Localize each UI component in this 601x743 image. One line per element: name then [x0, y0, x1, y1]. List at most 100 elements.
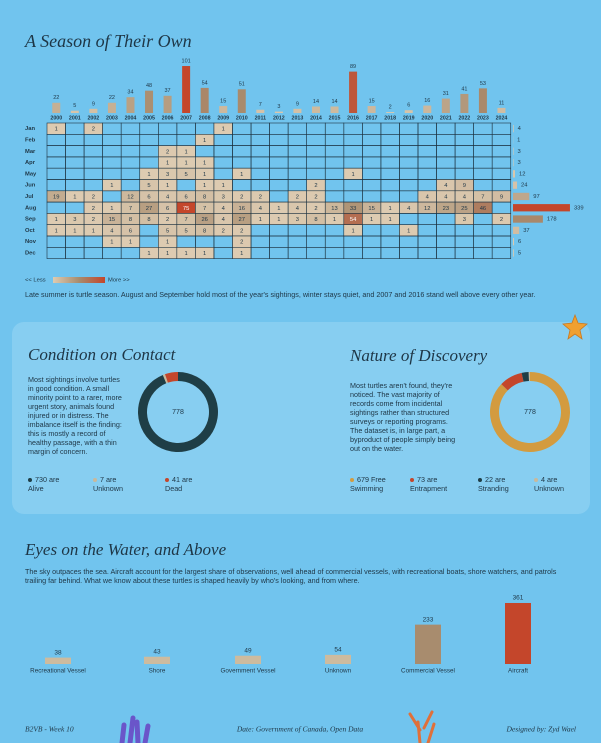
- cell-label: 1: [147, 251, 150, 257]
- month-total-bar: [513, 204, 570, 212]
- cell-label: 2: [166, 149, 169, 155]
- legend-dot: [478, 478, 482, 483]
- empty-cell: [287, 134, 307, 146]
- empty-cell: [102, 134, 122, 146]
- year-bar: [460, 93, 469, 113]
- year-total-label: 15: [220, 98, 226, 104]
- empty-cell: [287, 247, 307, 259]
- cell-label: 25: [461, 206, 467, 212]
- empty-cell: [232, 145, 252, 158]
- empty-cell: [436, 247, 456, 259]
- empty-cell: [120, 134, 141, 146]
- year-total-label: 51: [239, 82, 245, 88]
- bar: [505, 602, 531, 664]
- cell-label: 1: [166, 240, 169, 246]
- empty-cell: [417, 145, 437, 158]
- empty-cell: [176, 122, 196, 135]
- cell-label: 1: [73, 194, 76, 200]
- month-total-label: 5: [518, 250, 521, 256]
- cell-label: 8: [129, 217, 132, 223]
- cell-label: 16: [239, 206, 245, 212]
- empty-cell: [362, 167, 382, 180]
- year-bar: [126, 97, 135, 113]
- legend-item: 4 are Unknown: [534, 475, 580, 493]
- empty-cell: [491, 167, 512, 180]
- empty-cell: [343, 235, 363, 248]
- month-total-label: 3: [518, 149, 521, 155]
- value-label: 54: [334, 647, 342, 654]
- value-label: 43: [153, 648, 161, 655]
- year-label: 2017: [366, 115, 378, 121]
- footer-left: B2VB - Week 10: [25, 725, 74, 734]
- cell-label: 5: [147, 183, 150, 189]
- cell-label: 54: [350, 217, 357, 223]
- month-label: Apr: [25, 160, 36, 166]
- empty-cell: [380, 224, 400, 237]
- year-label: 2018: [384, 115, 396, 121]
- empty-cell: [232, 179, 252, 192]
- empty-cell: [269, 167, 289, 180]
- cell-label: 2: [240, 228, 243, 234]
- year-total-label: 7: [259, 102, 262, 108]
- year-bar: [145, 90, 154, 113]
- empty-cell: [306, 224, 326, 237]
- chart-title: Condition on Contact: [28, 345, 177, 364]
- title: A Season of Their Own: [24, 31, 192, 51]
- cell-label: 6: [185, 194, 188, 200]
- cell-label: 1: [389, 217, 392, 223]
- cell-label: 1: [203, 138, 206, 144]
- cell-label: 1: [222, 127, 225, 133]
- empty-cell: [454, 235, 474, 248]
- cell-label: 8: [147, 217, 150, 223]
- cell-label: 1: [389, 206, 392, 212]
- cell-label: 1: [203, 161, 206, 167]
- empty-cell: [232, 156, 252, 169]
- empty-cell: [473, 122, 493, 135]
- empty-cell: [46, 167, 66, 180]
- empty-cell: [83, 167, 103, 180]
- legend-item: 679 Free Swimming: [350, 475, 396, 493]
- year-label: 2015: [329, 115, 341, 121]
- empty-cell: [306, 167, 326, 180]
- cell-label: 5: [166, 228, 169, 234]
- empty-cell: [250, 167, 270, 180]
- year-bar: [163, 95, 172, 113]
- year-label: 2009: [217, 115, 229, 121]
- bar: [144, 656, 170, 664]
- empty-cell: [213, 167, 233, 180]
- year-total-label: 9: [92, 101, 95, 107]
- cell-label: 1: [55, 228, 58, 234]
- empty-cell: [102, 122, 122, 135]
- empty-cell: [362, 235, 382, 248]
- caption: Late summer is turtle season. August and…: [25, 290, 536, 299]
- legend-label: Unknown: [93, 483, 123, 493]
- cell-label: 2: [92, 194, 95, 200]
- description: The sky outpaces the sea. Aircraft accou…: [25, 567, 557, 585]
- empty-cell: [83, 247, 103, 259]
- empty-cell: [380, 167, 400, 180]
- donut-segment: [521, 372, 529, 382]
- legend-label: Dead: [165, 483, 183, 493]
- cell-label: 4: [463, 194, 467, 200]
- empty-cell: [83, 179, 103, 192]
- legend-dot: [350, 478, 354, 483]
- legend-dot: [165, 478, 169, 483]
- empty-cell: [250, 156, 270, 169]
- empty-cell: [454, 247, 474, 259]
- cell-label: 1: [129, 240, 132, 246]
- empty-cell: [324, 145, 345, 158]
- empty-cell: [287, 145, 307, 158]
- empty-cell: [454, 224, 474, 237]
- empty-cell: [380, 247, 400, 259]
- cell-label: 3: [166, 172, 169, 178]
- year-label: 2010: [236, 115, 248, 121]
- empty-cell: [362, 247, 382, 259]
- empty-cell: [417, 122, 437, 135]
- month-label: May: [25, 171, 37, 177]
- cell-label: 3: [222, 194, 225, 200]
- cell-label: 4: [222, 206, 226, 212]
- empty-cell: [473, 235, 493, 248]
- cell-label: 1: [185, 149, 188, 155]
- empty-cell: [491, 134, 512, 146]
